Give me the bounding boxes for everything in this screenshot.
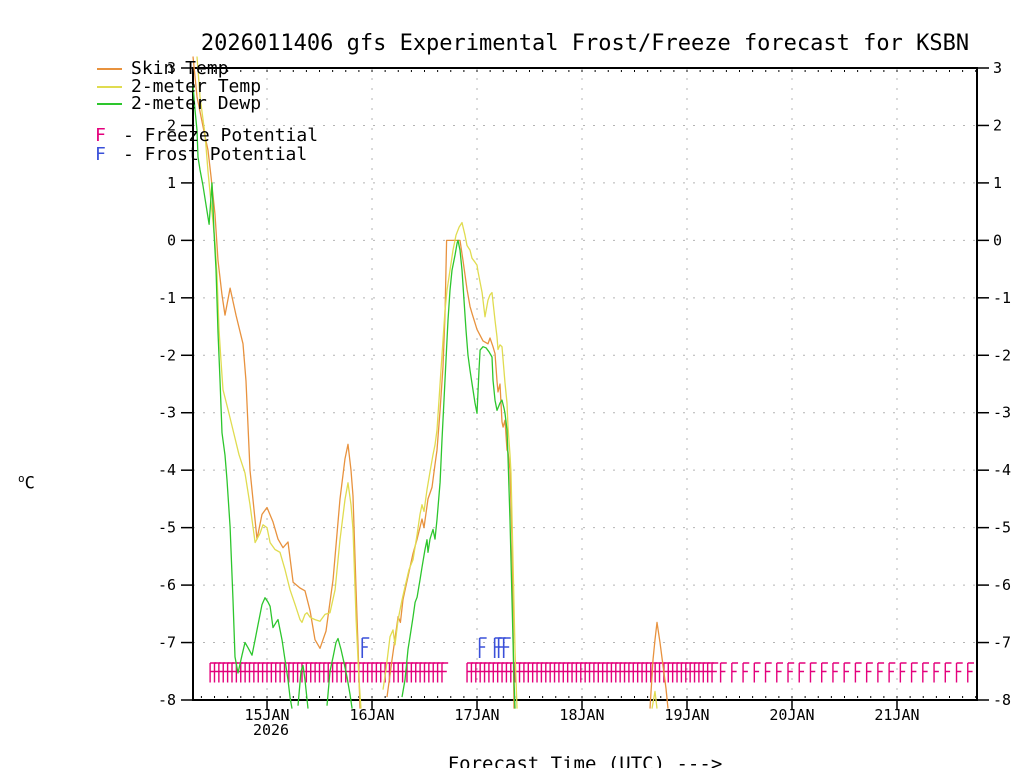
legend-item-frost-potential: F - Frost Potential [95,143,318,165]
svg-text:0: 0 [167,231,176,249]
svg-text:19JAN: 19JAN [664,706,709,724]
svg-text:20JAN: 20JAN [769,706,814,724]
svg-text:1: 1 [993,174,1002,192]
legend-item-skin-temp: Skin Temp [97,60,261,78]
legend-label: 2-meter Temp [131,75,262,97]
frost-f-symbol: F [95,143,106,165]
svg-text:-8: -8 [158,691,176,709]
svg-text:-4: -4 [158,461,176,479]
svg-text:21JAN: 21JAN [874,706,919,724]
svg-text:2026: 2026 [253,721,289,739]
svg-text:-3: -3 [993,404,1011,422]
legend-item-freeze-potential: F - Freeze Potential [95,125,319,146]
chart-title: 2026011406 gfs Experimental Frost/Freeze… [200,31,970,56]
svg-text:-1: -1 [993,289,1011,307]
skin-temp-line-swatch [97,68,122,70]
svg-text:-3: -3 [158,404,176,422]
svg-text:-5: -5 [158,519,176,537]
svg-text:-5: -5 [993,519,1011,537]
svg-text:1: 1 [167,174,176,192]
degree-sup: o [18,472,25,485]
svg-text:0: 0 [993,231,1002,249]
potential-legend: F - Freeze Potential F - Frost Potential [95,125,319,165]
svg-text:18JAN: 18JAN [559,706,604,724]
svg-text:-2: -2 [993,346,1011,364]
svg-text:15JAN: 15JAN [244,706,289,724]
celsius-label: C [24,473,35,494]
legend-label: 2-meter Dewp [131,93,262,114]
svg-text:2: 2 [993,116,1002,134]
svg-text:3: 3 [167,59,176,77]
svg-text:3: 3 [993,59,1002,77]
svg-text:17JAN: 17JAN [454,706,499,724]
svg-text:-1: -1 [158,289,176,307]
svg-text:-4: -4 [993,461,1011,479]
legend-item-2m-dewp: 2-meter Dewp [97,95,261,113]
svg-text:-2: -2 [158,346,176,364]
svg-text:-7: -7 [993,634,1011,652]
legend-label: - Frost Potential [123,143,308,165]
y-axis-unit-label: oC [18,472,35,494]
legend-item-2m-temp: 2-meter Temp [97,75,262,97]
svg-text:-6: -6 [158,576,176,594]
svg-text:16JAN: 16JAN [349,706,394,724]
legend-label: Skin Temp [131,58,229,79]
freeze-f-symbol: F [95,125,106,146]
temp-2m-line-swatch [97,85,122,88]
legend-label: - Freeze Potential [123,125,319,146]
dewp-2m-line-swatch [97,103,122,105]
svg-text:-8: -8 [993,691,1011,709]
x-axis-label: Forecast Time (UTC) ---> [447,753,723,768]
series-legend: Skin Temp 2-meter Temp 2-meter Dewp [97,60,261,113]
svg-text:-6: -6 [993,576,1011,594]
svg-text:2: 2 [167,116,176,134]
svg-text:-7: -7 [158,634,176,652]
